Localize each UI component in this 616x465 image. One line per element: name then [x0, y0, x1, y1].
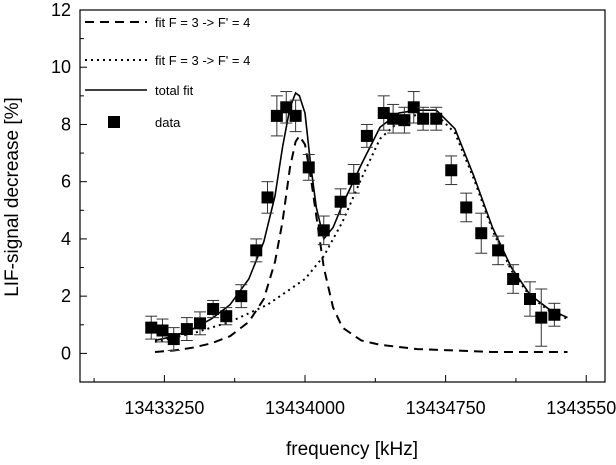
series-line-dashed [154, 134, 568, 353]
legend-marker [108, 116, 120, 128]
x-tick-label: 13435500 [546, 398, 616, 418]
y-tick-label: 6 [61, 172, 71, 192]
data-point [548, 302, 561, 327]
data-marker [445, 164, 458, 177]
data-marker [220, 310, 233, 323]
data-point [261, 181, 274, 214]
data-point [207, 299, 220, 319]
data-marker [524, 293, 536, 306]
data-marker [261, 191, 274, 204]
legend-label: total fit [155, 83, 194, 98]
data-marker [417, 112, 430, 125]
data-point [289, 99, 302, 133]
data-point [387, 103, 400, 134]
x-axis-title: frequency [kHz] [286, 439, 418, 460]
legend-label: fit F = 3 -> F' = 4 [155, 15, 250, 30]
data-point [302, 154, 315, 181]
data-point [270, 95, 283, 137]
data-marker [280, 101, 293, 114]
data-marker [475, 227, 488, 240]
y-tick-label: 8 [61, 114, 71, 134]
data-marker [334, 195, 347, 208]
data-marker [507, 272, 520, 285]
data-point [280, 91, 293, 124]
x-tick-label: 13434000 [265, 398, 345, 418]
data-marker [302, 161, 315, 174]
data-marker [347, 172, 360, 185]
data-marker [377, 107, 390, 120]
data-point [167, 327, 180, 352]
data-point [220, 307, 233, 326]
data-marker [360, 129, 373, 142]
plot-frame [79, 9, 606, 383]
data-marker [398, 114, 411, 127]
data-marker [250, 244, 263, 257]
data-marker [548, 308, 561, 321]
data-point [407, 91, 420, 124]
plot-area [79, 9, 606, 383]
data-point [492, 235, 505, 266]
y-tick-label: 0 [61, 343, 71, 363]
data-point [235, 284, 248, 309]
y-tick-label: 12 [51, 0, 71, 20]
data-point [460, 192, 473, 223]
data-marker [387, 112, 400, 125]
series-line-solid [154, 91, 568, 342]
data-point [347, 164, 360, 194]
data-point [360, 123, 373, 148]
data-point [180, 317, 193, 342]
tick-labels: 0 2 4 6 8 10 12 13433250 13434000 13434750 1343550… [51, 0, 616, 418]
data-marker [207, 303, 220, 316]
data-point [156, 318, 169, 343]
data-marker [270, 109, 283, 122]
axis-ticks [80, 9, 587, 383]
legend-label: data [155, 115, 181, 130]
data-point [250, 238, 263, 263]
y-tick-label: 2 [61, 286, 71, 306]
y-tick-label: 10 [51, 57, 71, 77]
data-marker [430, 112, 443, 125]
data-point [524, 281, 536, 317]
data-marker [535, 311, 548, 324]
data-point [475, 212, 488, 254]
y-axis-title: LIF-signal decrease [%] [2, 97, 23, 297]
data-marker [156, 324, 169, 337]
data-point [417, 106, 430, 131]
x-tick-label: 13434750 [406, 398, 486, 418]
data-point [507, 264, 520, 294]
x-tick-label: 13433250 [124, 398, 204, 418]
y-tick-label: 4 [61, 229, 71, 249]
data-point [535, 288, 548, 347]
data-point [194, 311, 206, 336]
data-marker [407, 101, 420, 114]
data-marker [194, 317, 206, 330]
data-point [445, 155, 458, 186]
data-marker [492, 244, 505, 257]
data-point [317, 215, 330, 246]
data-point [430, 106, 443, 131]
data-point [145, 315, 158, 340]
data-point [377, 95, 390, 131]
data-marker [167, 333, 180, 346]
data-marker [235, 290, 248, 303]
legend: fit F = 3 -> F' = 4 fit F = 3 -> F' = 4 to… [85, 15, 250, 130]
data-points [145, 91, 561, 352]
data-marker [317, 224, 330, 237]
data-marker [289, 109, 302, 122]
data-marker [145, 321, 158, 334]
data-marker [460, 201, 473, 214]
legend-label: fit F = 3 -> F' = 4 [155, 53, 250, 68]
data-marker [180, 323, 193, 336]
data-point [334, 188, 347, 216]
